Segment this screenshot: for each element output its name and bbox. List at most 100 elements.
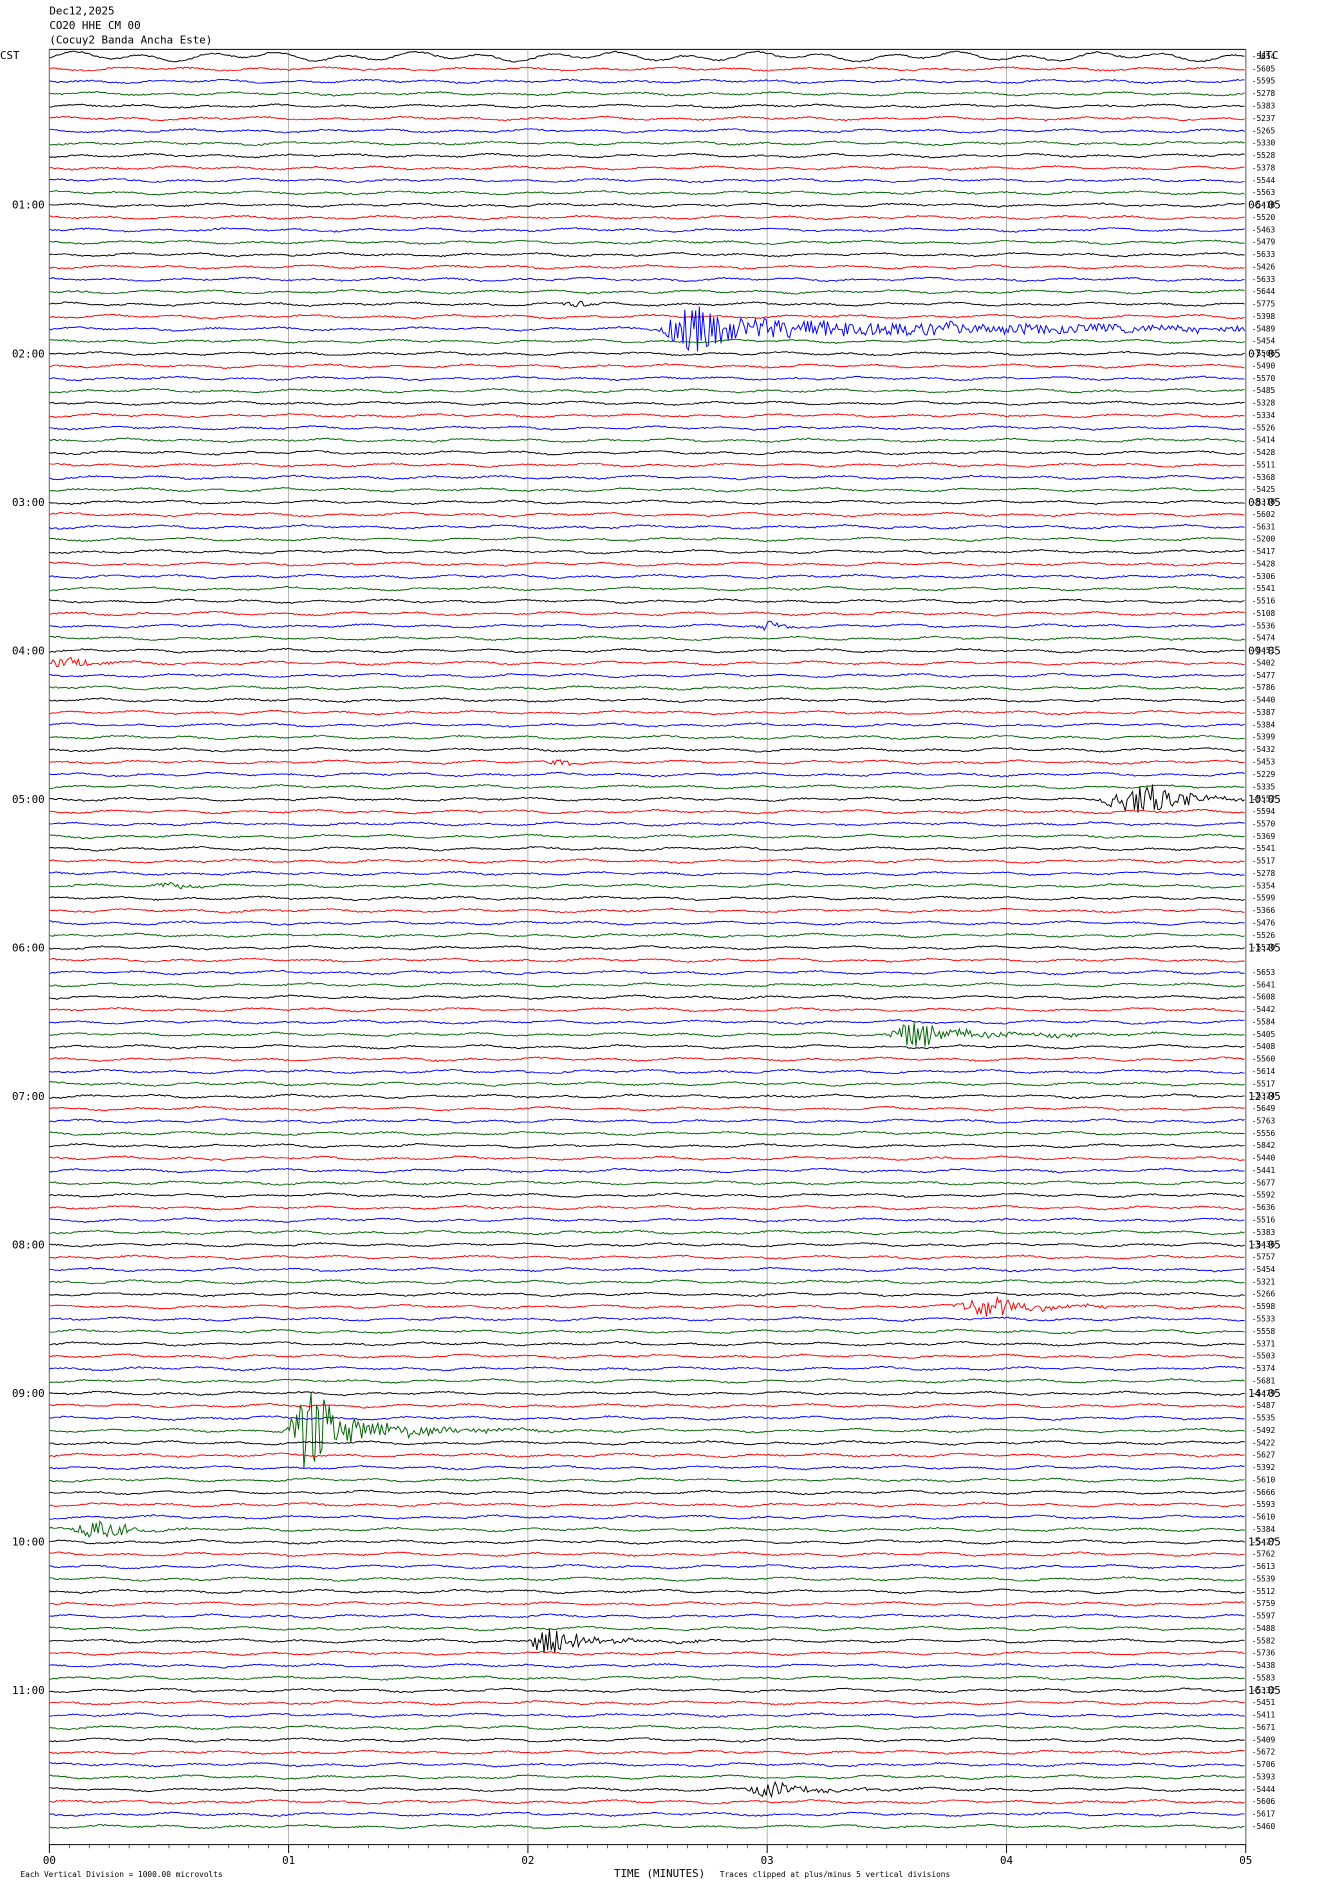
trace (49, 1093, 1245, 1100)
trace-label: -5757 (1252, 1253, 1276, 1262)
trace-label: -5477 (1252, 671, 1276, 680)
trace-label: -5229 (1252, 770, 1276, 779)
trace-label: -5644 (1252, 287, 1276, 296)
trace (49, 561, 1245, 567)
trace-label: -5605 (1252, 64, 1276, 73)
trace (49, 1489, 1245, 1496)
trace (49, 1081, 1245, 1087)
trace-label: -5570 (1252, 374, 1276, 383)
trace-label: -5409 (1252, 1735, 1276, 1744)
trace-label: -5384 (1252, 1525, 1276, 1534)
trace-label: -5677 (1252, 1178, 1276, 1187)
trace (49, 722, 1245, 728)
right-axis-label: UTC (1259, 49, 1279, 62)
trace (49, 969, 1245, 976)
trace-label: -5428 (1252, 448, 1276, 457)
trace (49, 412, 1245, 419)
trace-label: -5516 (1252, 1215, 1276, 1224)
right-hour-label: 07:05 (1248, 347, 1281, 360)
trace (49, 306, 1245, 352)
trace (49, 91, 1245, 97)
trace-label: -5378 (1252, 163, 1276, 172)
trace (49, 858, 1245, 864)
trace (49, 734, 1245, 741)
trace-label: -5414 (1252, 436, 1276, 445)
trace (49, 239, 1245, 246)
trace-label: -5399 (1252, 733, 1276, 742)
trace-label: -5593 (1252, 1500, 1276, 1509)
trace-label: -5517 (1252, 1079, 1276, 1088)
trace (49, 1155, 1245, 1161)
trace-label: -5706 (1252, 1760, 1276, 1769)
trace-label: -5485 (1252, 386, 1276, 395)
trace-label: -5438 (1252, 1661, 1276, 1670)
channel: CO20 HHE CM 00 (49, 19, 140, 32)
trace-label: -5440 (1252, 696, 1276, 705)
trace (49, 845, 1245, 852)
trace (49, 833, 1245, 840)
trace-label: -5371 (1252, 1339, 1276, 1348)
trace (49, 50, 1245, 63)
trace (49, 127, 1245, 134)
trace-label: -5610 (1252, 1475, 1276, 1484)
trace (49, 1761, 1245, 1768)
trace (49, 1675, 1245, 1681)
x-tick-label: 02 (521, 1854, 534, 1867)
trace-label: -5775 (1252, 300, 1276, 309)
trace (49, 1043, 1245, 1050)
trace (49, 1811, 1245, 1818)
trace (49, 784, 1245, 790)
x-axis-label: TIME (MINUTES) (614, 1867, 705, 1880)
trace-label: -5427 (1252, 1537, 1276, 1546)
trace-label: -5583 (1252, 1673, 1276, 1682)
trace-label: -5606 (1252, 1797, 1276, 1806)
trace (49, 1477, 1245, 1483)
trace (49, 152, 1245, 159)
trace-label: -5425 (1252, 485, 1276, 494)
trace (49, 425, 1245, 431)
trace-label: -5476 (1252, 918, 1276, 927)
left-hour-label: 03:00 (12, 496, 45, 509)
trace-label: -5552 (1252, 795, 1276, 804)
trace-label: -5570 (1252, 819, 1276, 828)
trace (49, 548, 1245, 555)
trace-label: -5613 (1252, 1562, 1276, 1571)
trace-label: -5417 (1252, 547, 1276, 556)
x-tick-label: 04 (1000, 1854, 1013, 1867)
trace-label: -5595 (1252, 77, 1276, 86)
trace-label: -5428 (1252, 559, 1276, 568)
trace-label: -5582 (1252, 1636, 1276, 1645)
trace (49, 656, 1245, 668)
trace (49, 1551, 1245, 1558)
trace-label: -5592 (1252, 1191, 1276, 1200)
trace (49, 957, 1245, 963)
trace-label: -5440 (1252, 1154, 1276, 1163)
trace-label: -5453 (1252, 758, 1276, 767)
trace (49, 227, 1245, 233)
trace (49, 202, 1245, 208)
trace-label: -5442 (1252, 1005, 1276, 1014)
trace (49, 635, 1245, 641)
trace-label: -5384 (1252, 720, 1276, 729)
trace (49, 870, 1245, 877)
trace (49, 620, 1245, 632)
trace (49, 1563, 1245, 1570)
right-hour-label: 11:05 (1248, 941, 1281, 954)
trace (49, 1266, 1245, 1273)
trace (49, 1650, 1245, 1657)
trace (49, 1737, 1245, 1743)
trace (49, 66, 1245, 72)
right-hour-label: 06:05 (1248, 199, 1281, 212)
trace-label: -5539 (1252, 1574, 1276, 1583)
trace (49, 1613, 1245, 1620)
trace-label: -5633 (1252, 275, 1276, 284)
trace-label: -5418 (1252, 201, 1276, 210)
trace (49, 932, 1245, 939)
trace-label: -5503 (1252, 1352, 1276, 1361)
trace (49, 288, 1245, 295)
trace-label: -5556 (1252, 1129, 1276, 1138)
right-hour-label: 12:05 (1248, 1090, 1281, 1103)
trace-label: -5541 (1252, 584, 1276, 593)
trace (49, 524, 1245, 530)
trace-label: -5237 (1252, 114, 1276, 123)
